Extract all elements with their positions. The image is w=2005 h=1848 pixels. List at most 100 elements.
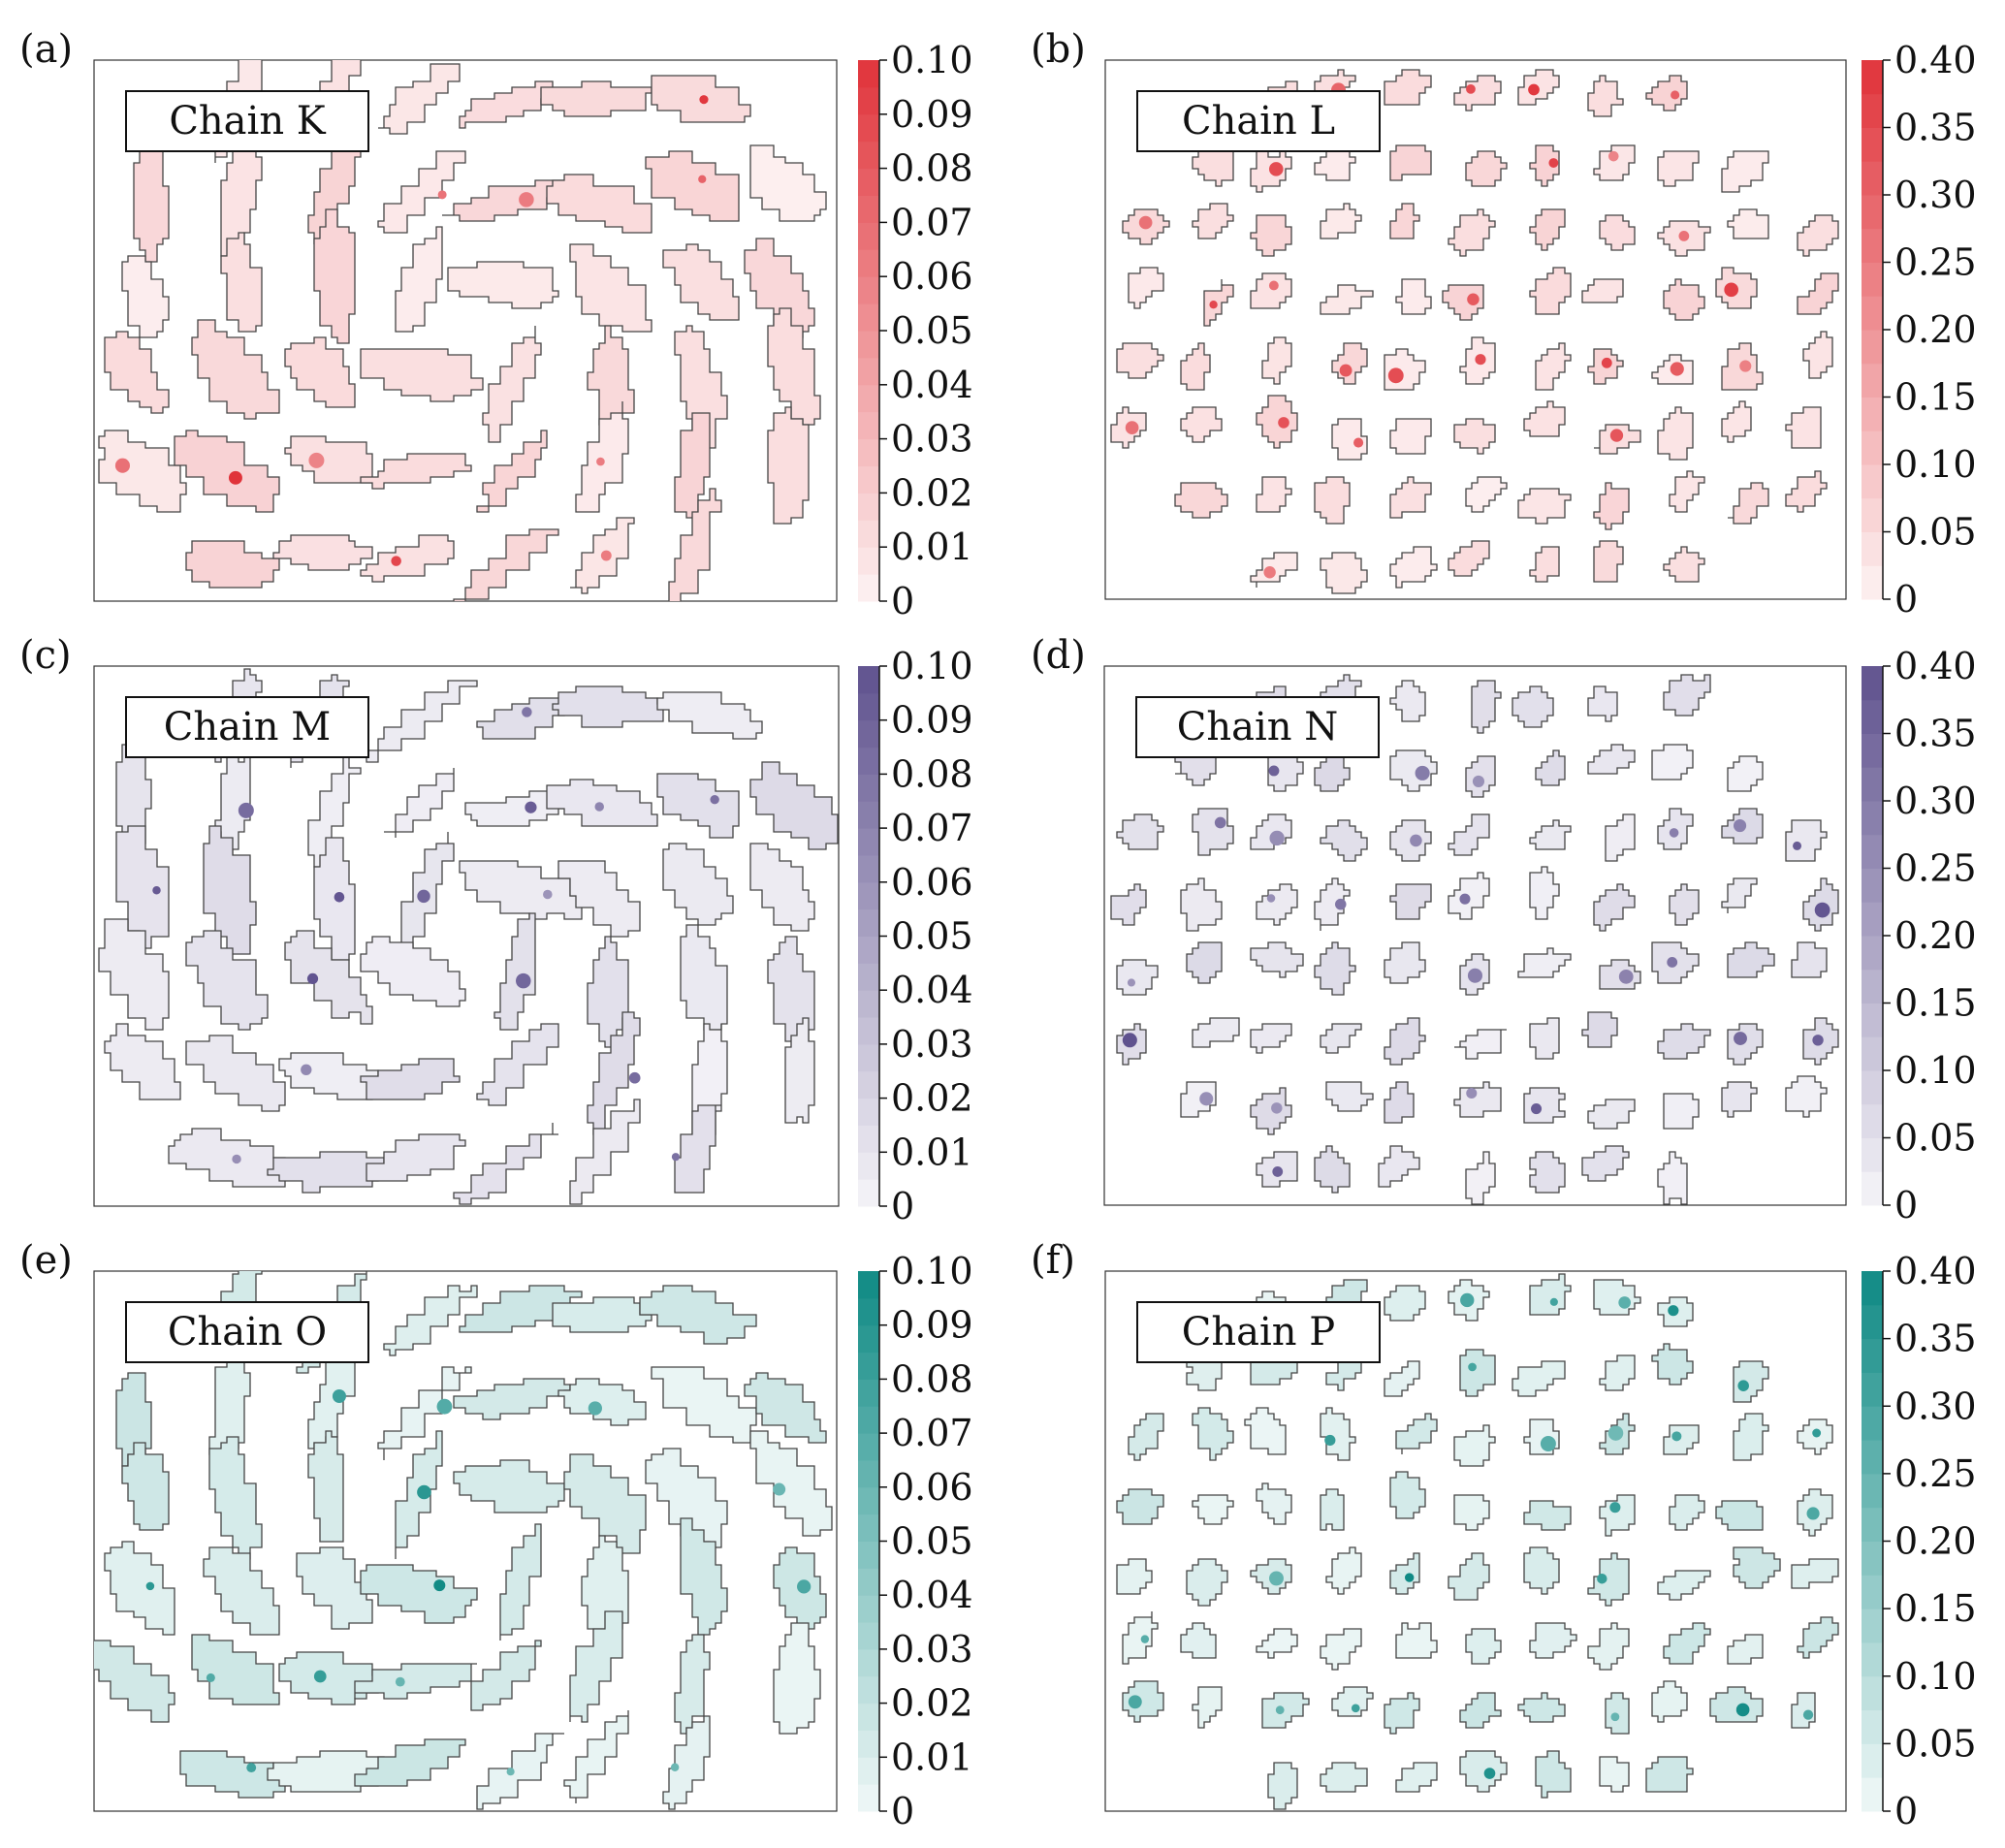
colorbar-segment	[858, 86, 879, 115]
colorbar-segment	[1862, 127, 1883, 162]
colorbar-segment	[858, 1379, 879, 1407]
domain-9	[377, 1366, 472, 1460]
colorbar-segment	[858, 1179, 879, 1207]
domain-63	[1331, 1686, 1374, 1717]
domain-41	[1314, 941, 1356, 996]
colorbar-segment	[1862, 565, 1883, 600]
domain-47	[1733, 1546, 1781, 1589]
domain-12	[1512, 1360, 1566, 1397]
hotspot	[1125, 421, 1139, 434]
domain-2	[1384, 1285, 1426, 1322]
hotspot	[395, 1676, 405, 1687]
colorbar-tick-label: 0.08	[891, 147, 973, 190]
domain-40	[1261, 336, 1292, 385]
colorbar-segment	[858, 1513, 879, 1542]
colorbar-segment	[1862, 1137, 1883, 1172]
domain-34	[1593, 883, 1636, 932]
domain-18	[453, 1459, 565, 1513]
domain-2	[378, 63, 461, 135]
colorbar-segment	[858, 1595, 879, 1623]
colorbar-tick-label: 0.04	[891, 1574, 973, 1616]
colorbar-segment	[1862, 1304, 1883, 1340]
panel-label-e: (e)	[19, 1238, 73, 1283]
colorbar-segment	[858, 1017, 879, 1045]
domain-42	[569, 1099, 641, 1205]
hotspot	[1548, 158, 1559, 168]
colorbar-tick-label: 0.35	[1894, 713, 1977, 755]
domain-22	[98, 918, 170, 1031]
hotspot	[145, 1581, 155, 1591]
domain-6	[1645, 75, 1688, 112]
domain-51	[1256, 395, 1298, 449]
domain-10	[453, 1378, 571, 1420]
domain-76	[1663, 546, 1705, 583]
hotspot	[1670, 362, 1684, 376]
panel-a: (a) Chain K 0 0.01 0.02 0.03 0.04 0.05 0.06 0.0…	[19, 27, 973, 622]
domain-48	[1791, 941, 1828, 978]
domain-16	[313, 208, 356, 344]
colorbar-segment	[858, 1433, 879, 1461]
domain-24	[1663, 1424, 1700, 1455]
hotspot	[1271, 1102, 1283, 1114]
domain-9	[1314, 144, 1356, 181]
domain-41	[476, 1733, 564, 1810]
domain-60	[1174, 482, 1228, 519]
colorbar-b: 0 0.05 0.10 0.15 0.20 0.25 0.30 0.35 0.40	[1862, 39, 1977, 621]
domain-35	[587, 1011, 641, 1135]
domain-57	[1663, 1622, 1711, 1665]
colorbar-tick-label: 0.40	[1894, 645, 1977, 687]
domain-38	[179, 1750, 286, 1799]
domain-37	[784, 1017, 815, 1124]
hotspot	[1263, 566, 1276, 579]
hotspot	[1668, 1305, 1679, 1317]
colorbar-segment	[1862, 430, 1883, 465]
colorbar-tick-label: 0.04	[891, 364, 973, 406]
hotspot	[1678, 231, 1690, 241]
domain-3	[476, 697, 577, 740]
colorbar-segment	[858, 411, 879, 440]
hotspot	[238, 802, 254, 818]
colorbar-segment	[1862, 228, 1883, 263]
colorbar-segment	[858, 990, 879, 1018]
colorbar-tick-label: 0.05	[891, 309, 973, 352]
colorbar-tick-label: 0.25	[1894, 1452, 1977, 1495]
domain-53	[1395, 1622, 1438, 1659]
domain-29	[1256, 1482, 1292, 1525]
hotspot	[1404, 1573, 1415, 1582]
domain-36	[1721, 877, 1758, 913]
domain-62	[1325, 1081, 1374, 1112]
colorbar-segment	[858, 195, 879, 223]
hotspot	[1268, 765, 1280, 777]
domain-8	[307, 1343, 356, 1450]
hotspot	[1387, 367, 1404, 384]
colorbar-segment	[1862, 733, 1883, 768]
domain-61	[1250, 1087, 1292, 1135]
hotspot	[516, 972, 531, 989]
domain-59	[1797, 1616, 1839, 1659]
domain-10	[1389, 749, 1438, 792]
domain-16	[1128, 1413, 1164, 1461]
legend-label-f: Chain P	[1182, 1310, 1335, 1354]
colorbar-segment	[1862, 1003, 1883, 1037]
domain-77	[1645, 1756, 1694, 1793]
domain-3	[1471, 680, 1502, 734]
hotspot	[594, 802, 604, 812]
domain-30	[94, 1640, 175, 1723]
domain-44	[1517, 947, 1572, 978]
hotspot	[588, 1401, 602, 1416]
colorbar-segment	[858, 854, 879, 883]
domain-21	[749, 1430, 833, 1537]
domain-38	[1116, 342, 1164, 379]
domain-71	[1320, 552, 1368, 594]
hotspot	[525, 801, 537, 813]
colorbar-segment	[1862, 1777, 1883, 1812]
colorbar-segment	[858, 774, 879, 802]
hotspot	[1466, 83, 1476, 94]
hotspot	[1468, 1362, 1477, 1372]
colorbar-tick-label: 0.03	[891, 1628, 973, 1671]
colorbar-segment	[1862, 464, 1883, 499]
domain-35	[575, 401, 629, 513]
hotspot	[301, 1064, 312, 1075]
domain-38	[185, 540, 280, 589]
colorbar-segment	[858, 1271, 879, 1299]
